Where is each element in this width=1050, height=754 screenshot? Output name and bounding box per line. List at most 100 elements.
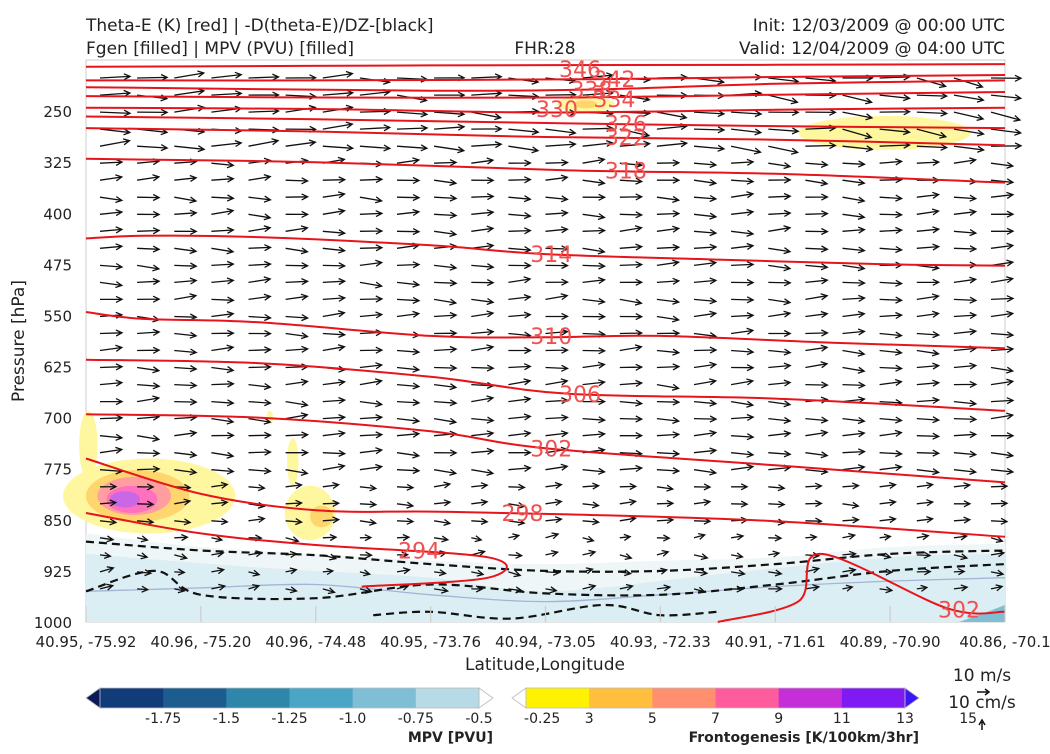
- wind-vector: [211, 277, 235, 285]
- colorbar-tick-label: -1.25: [271, 711, 307, 727]
- wind-vector: [99, 128, 132, 136]
- wind-vector: [433, 298, 458, 306]
- wind-vector: [656, 363, 681, 371]
- wind-vector: [322, 344, 346, 352]
- wind-vector: [730, 378, 755, 386]
- theta-e-contour-322: [85, 127, 1006, 147]
- wind-vector: [656, 398, 681, 406]
- wind-vector: [359, 124, 392, 132]
- wind-vector: [805, 245, 829, 253]
- wind-vector: [211, 567, 226, 575]
- wind-vector: [656, 549, 670, 557]
- wind-vector: [582, 347, 607, 355]
- wind-vector: [434, 569, 447, 577]
- wind-vector: [693, 297, 718, 305]
- wind-vector: [619, 344, 643, 352]
- wind-vector: [805, 329, 829, 337]
- theta-e-label: 334: [593, 88, 635, 113]
- wind-vector: [174, 429, 198, 438]
- wind-vector: [731, 348, 755, 356]
- wind-vector: [693, 178, 718, 187]
- wind-vector: [434, 345, 458, 354]
- colorbar-swatch: [841, 688, 906, 708]
- wind-vector: [248, 293, 272, 301]
- wind-vector: [656, 467, 681, 475]
- wind-vector: [99, 518, 118, 526]
- wind-vector: [953, 500, 972, 508]
- wind-vector: [731, 450, 755, 458]
- wind-vector: [359, 400, 384, 408]
- wind-vector: [582, 124, 615, 133]
- wind-vector: [285, 345, 310, 353]
- wind-vector: [248, 417, 272, 425]
- mpv-fill-medium: [86, 553, 1005, 622]
- wind-vector: [879, 586, 894, 594]
- wind-vector: [619, 128, 651, 138]
- wind-vector: [842, 416, 866, 425]
- wind-vector: [99, 433, 124, 441]
- wind-vector: [174, 331, 198, 339]
- wind-vector: [174, 277, 198, 285]
- wind-vector: [879, 128, 911, 136]
- wind-vector: [879, 416, 903, 424]
- wind-vector: [99, 583, 115, 591]
- wind-vector: [211, 207, 235, 216]
- theta-e-label: 294: [398, 539, 440, 564]
- wind-vector: [768, 94, 799, 105]
- wind-vector: [731, 312, 755, 320]
- wind-vector: [471, 535, 483, 543]
- wind-vector: [99, 138, 131, 147]
- wind-vector: [99, 379, 124, 387]
- wind-vector: [211, 296, 235, 304]
- wind-vector: [508, 570, 522, 578]
- wind-vector: [582, 379, 606, 387]
- wind-vector: [137, 328, 161, 336]
- wind-vector: [582, 583, 597, 591]
- wind-vector: [99, 551, 112, 560]
- wind-vector: [211, 366, 235, 374]
- wind-vector: [396, 551, 410, 559]
- wind-vector: [768, 192, 792, 201]
- x-tick-label: 40.95, -75.92: [36, 633, 137, 651]
- theta-e-contour-342: [85, 74, 1006, 82]
- wind-vector: [99, 158, 124, 166]
- wind-vector: [953, 194, 978, 202]
- wind-vector: [805, 310, 829, 318]
- wind-vector: [768, 400, 792, 408]
- wind-vector: [322, 567, 335, 576]
- colorbar-tick-label: -1.5: [213, 711, 240, 727]
- wind-vector: [285, 193, 310, 201]
- wind-vector: [471, 517, 489, 525]
- wind-vector: [953, 128, 985, 137]
- wind-vector: [990, 161, 1015, 169]
- colorbar-swatch: [715, 688, 780, 708]
- wind-vector: [396, 567, 411, 575]
- wind-vector: [359, 196, 384, 204]
- wind-vector: [990, 331, 1015, 339]
- wind-vector: [879, 533, 892, 541]
- wind-vector: [582, 518, 601, 526]
- theta-e-label: 298: [502, 502, 544, 527]
- wind-vector: [990, 499, 1009, 508]
- wind-vector: [693, 110, 726, 118]
- wind-vector: [174, 293, 198, 301]
- wind-vector: [136, 552, 149, 560]
- theta-e-contour-294: [85, 512, 508, 588]
- wind-vector: [248, 515, 266, 523]
- wind-vector: [211, 535, 224, 543]
- wind-vector: [693, 468, 718, 476]
- wind-vector: [211, 139, 243, 148]
- wind-vector: [582, 247, 606, 255]
- wind-vector: [768, 225, 792, 233]
- colorbar-tick-label: 3: [585, 711, 594, 727]
- wind-vector: [916, 128, 948, 139]
- wind-vector: [731, 500, 749, 508]
- wind-vector: [842, 310, 866, 319]
- wind-vector: [693, 569, 709, 577]
- y-tick-label: 325: [43, 154, 72, 172]
- wind-vector: [953, 208, 978, 216]
- wind-vector: [396, 365, 421, 373]
- wind-vector: [842, 226, 866, 234]
- wind-vector: [656, 159, 681, 167]
